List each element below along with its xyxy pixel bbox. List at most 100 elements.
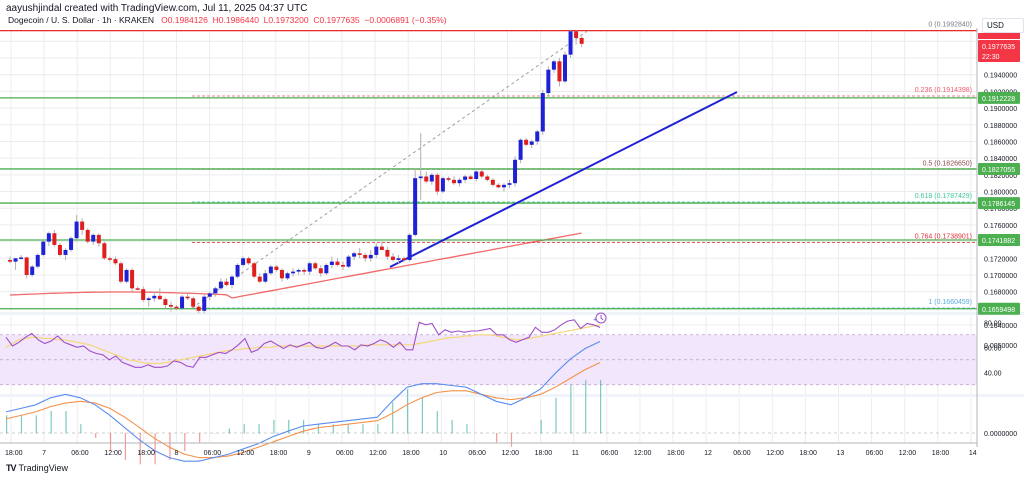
time-tick: 18:00 [799, 450, 817, 457]
tag-text: 0.1659498 [982, 307, 1015, 314]
candle-body [474, 171, 479, 180]
macd-histogram-bar [555, 397, 557, 434]
currency-button[interactable]: USD [982, 18, 1024, 33]
candle [468, 174, 473, 180]
rsi-line [5, 319, 601, 368]
time-axis[interactable]: 18:00 7 06:00 12:00 18:00 8 06:00 12:00 18:00 9 06… [0, 442, 977, 457]
macd-histogram-bar [496, 433, 498, 443]
candle [329, 256, 334, 269]
time-tick: 12:00 [369, 450, 387, 457]
tag-bg [978, 162, 1020, 175]
macd-histogram-bar [570, 384, 572, 434]
candle [241, 256, 246, 267]
candle [557, 58, 562, 87]
tag-text: 0.1827055 [982, 167, 1015, 174]
candle [224, 278, 229, 287]
candle-body [418, 176, 423, 179]
candle [346, 254, 351, 269]
fib-level-0.764[interactable]: 0.764 (0.1738901) [192, 234, 977, 244]
candle [46, 231, 51, 246]
candle-body [341, 264, 345, 267]
candle [551, 59, 556, 74]
candle-body [291, 271, 296, 274]
candle [146, 296, 151, 307]
time-tick: 18:00 [5, 450, 23, 457]
rsi-indicator-pane [0, 319, 977, 386]
candle-body [69, 238, 74, 250]
candle-body [513, 159, 518, 184]
candle-body [57, 244, 62, 255]
candle [518, 138, 523, 164]
candle [41, 239, 46, 257]
tradingview-branding[interactable]: TV TradingView [6, 463, 68, 473]
alert-clock-icon[interactable]: + [593, 312, 607, 324]
candle-body [74, 221, 79, 239]
candle-body [135, 288, 140, 290]
candle-body [557, 61, 562, 82]
candle-body [152, 295, 157, 299]
macd-histogram-bar [436, 411, 438, 434]
price-tick: 0.1800000 [984, 190, 1017, 197]
candle-body [107, 258, 112, 260]
level-price-tag: 0.1912228 [978, 91, 1020, 104]
bullish-trend-line[interactable] [389, 91, 738, 268]
candle [52, 229, 57, 247]
candle [513, 156, 518, 187]
fib-level-0.618[interactable]: 0.618 (0.1787429) [192, 193, 977, 203]
candle-body [163, 299, 168, 306]
candle [57, 243, 62, 257]
candle [307, 261, 312, 275]
pane-divider[interactable] [0, 394, 1024, 397]
candle [8, 256, 12, 264]
macd-histogram-bar [213, 433, 216, 434]
candle-body [191, 298, 196, 307]
fib-diagonal-line[interactable] [191, 30, 589, 309]
candle-body [457, 179, 462, 184]
candle [318, 264, 323, 277]
candle [535, 129, 540, 145]
symbol-legend[interactable]: Dogecoin / U. S. Dollar · 1h · KRAKEN O0… [8, 15, 447, 25]
candle [113, 256, 118, 265]
candle-body [35, 254, 40, 267]
pane-separators[interactable] [0, 312, 1024, 397]
support-resistance-lines[interactable] [0, 97, 977, 310]
candle-body [180, 296, 185, 309]
candle [235, 263, 240, 279]
last-price-tag: 0.1977635 22:30 [978, 40, 1020, 62]
candle-body [252, 263, 257, 277]
candle-body [368, 254, 373, 259]
fib-level-1[interactable]: 1 (0.1660459) [192, 299, 977, 309]
macd-histogram-bar [109, 433, 112, 452]
price-tick: 0.1640000 [984, 323, 1017, 330]
macd-line [5, 341, 601, 462]
candle [501, 183, 506, 192]
candle-body [102, 243, 107, 259]
price-tick: 0.1940000 [984, 73, 1017, 80]
macd-histogram-bar [199, 433, 201, 443]
candle [218, 278, 223, 290]
macd-tick: 0.0000000 [984, 431, 1017, 438]
macd-histogram-bar [95, 433, 97, 438]
time-tick: 12:00 [634, 450, 652, 457]
trendline-path[interactable] [389, 91, 738, 268]
candle [13, 258, 18, 270]
time-tick: 12:00 [104, 450, 122, 457]
candle [24, 256, 29, 279]
candle-body [207, 293, 212, 297]
candle-body [579, 37, 584, 44]
candle-body [501, 184, 506, 188]
candle [463, 174, 468, 184]
pane-divider[interactable] [0, 312, 1024, 315]
fibonacci-trend-line[interactable] [191, 30, 589, 309]
candle-body [313, 263, 318, 269]
candle [63, 248, 68, 260]
macd-histogram-bar [525, 433, 527, 434]
fibonacci-retracement[interactable]: 0 (0.1992840) 0.236 (0.1914398) 0.5 (0.182… [0, 22, 977, 309]
candle [119, 261, 123, 284]
time-tick: 11 [572, 450, 579, 457]
candle-body [413, 178, 418, 235]
fib-level-0.236[interactable]: 0.236 (0.1914398) [192, 87, 977, 97]
tag-bg [978, 91, 1020, 104]
level-price-tag: 0.1827055 [978, 162, 1020, 175]
